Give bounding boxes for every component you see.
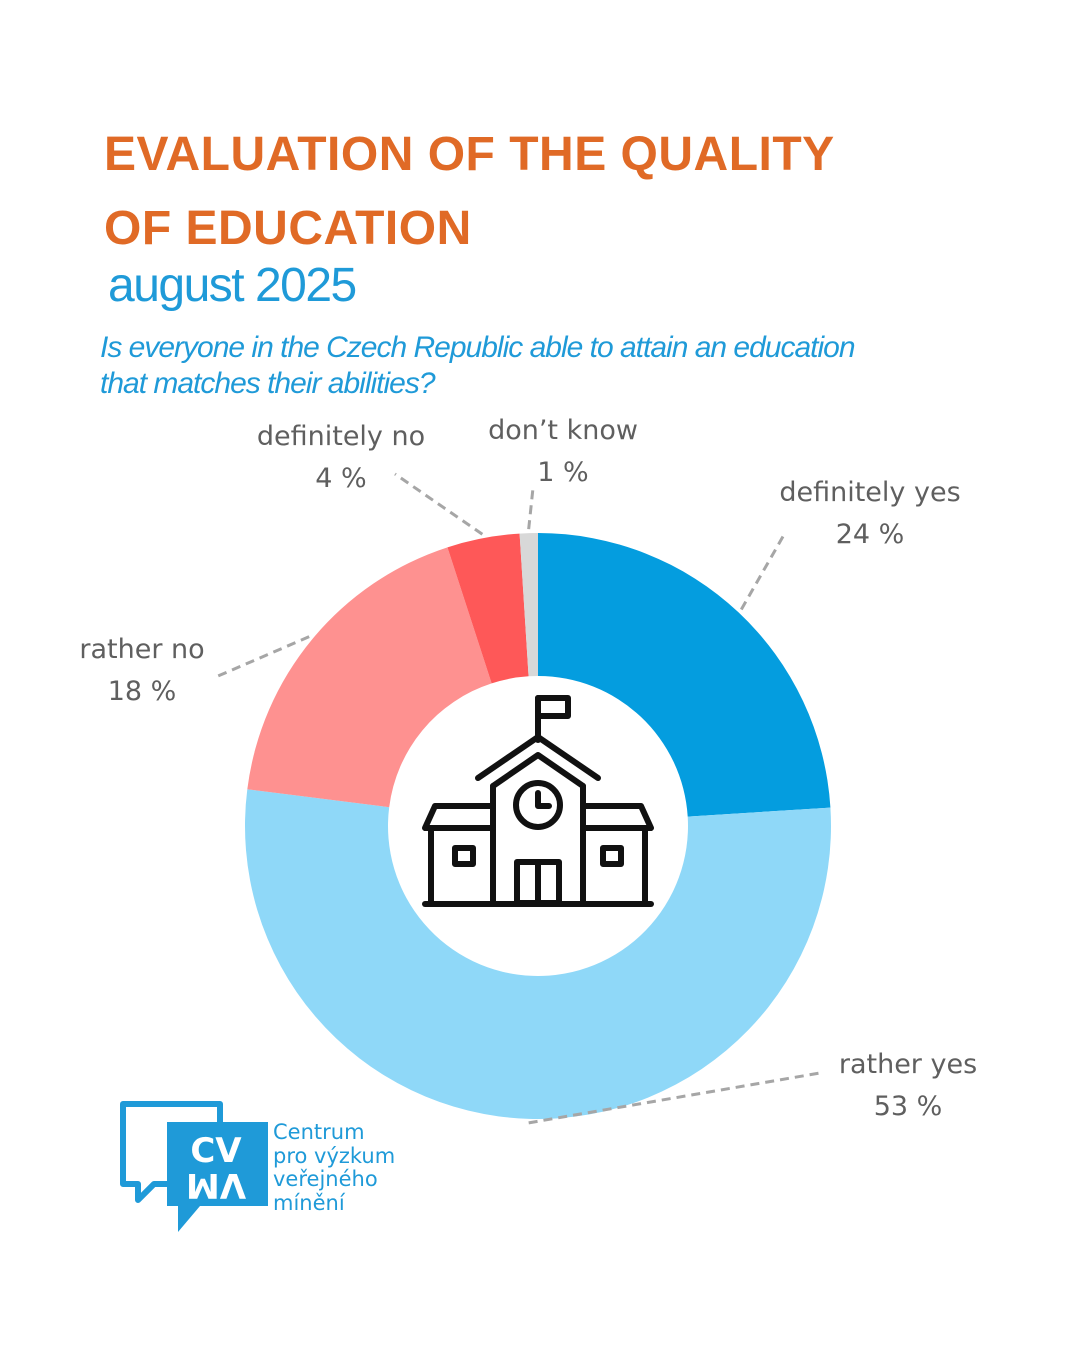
category-label: rather yes	[838, 1049, 978, 1080]
cvvm-logo-icon: CV VM	[120, 1101, 268, 1232]
question-line-1: Is everyone in the Czech Republic able t…	[100, 331, 856, 364]
slice-label-rather-no: rather no 18 %	[66, 629, 218, 713]
category-label: rather no	[79, 634, 205, 665]
category-label: don’t know	[488, 415, 638, 446]
logo-text-line: Centrum	[273, 1120, 365, 1144]
logo-text: Centrum pro výzkum veřejného mínění	[273, 1120, 396, 1215]
leader-line-rather-no	[217, 635, 310, 678]
question-line-2: that matches their abilities?	[100, 367, 436, 400]
slice-label-rather-yes: rather yes 53 %	[828, 1044, 988, 1128]
logo-mark-line-1: CV	[190, 1131, 242, 1171]
leader-line-dont-know	[527, 487, 535, 530]
survey-question: Is everyone in the Czech Republic able t…	[100, 330, 980, 402]
value-label: 18 %	[107, 676, 177, 707]
leader-line-rather-yes	[528, 1071, 821, 1125]
donut-slice-definitely-no	[447, 533, 529, 684]
value-label: 1 %	[537, 457, 589, 488]
slice-label-dont-know: don’t know 1 %	[474, 410, 652, 494]
value-label: 24 %	[835, 519, 905, 550]
donut-slices	[244, 533, 832, 1120]
leader-lines	[217, 472, 821, 1125]
logo-text-line: veřejného	[273, 1167, 378, 1191]
logo-mark-line-2: VM	[186, 1165, 246, 1205]
donut-slice-dont-know	[519, 533, 538, 677]
chart-title: EVALUATION OF THE QUALITY OF EDUCATION	[104, 118, 1004, 266]
title-line-2: OF EDUCATION	[104, 202, 472, 255]
donut-slice-rather-yes	[244, 789, 832, 1120]
title-line-1: EVALUATION OF THE QUALITY	[104, 128, 835, 181]
value-label: 53 %	[873, 1091, 943, 1122]
donut-slice-rather-no	[247, 547, 492, 808]
chart-subtitle: august 2025	[108, 259, 357, 312]
leader-line-definitely-no	[394, 472, 484, 536]
donut-slice-definitely-yes	[538, 533, 831, 817]
slice-label-definitely-no: definitely no 4 %	[244, 416, 438, 500]
category-label: definitely yes	[779, 477, 961, 508]
value-label: 4 %	[315, 463, 367, 494]
slice-label-definitely-yes: definitely yes 24 %	[775, 472, 965, 556]
category-label: definitely no	[256, 421, 426, 452]
logo-text-line: pro výzkum	[273, 1143, 396, 1168]
logo-text-line: mínění	[273, 1190, 345, 1215]
school-building-icon	[422, 695, 654, 907]
